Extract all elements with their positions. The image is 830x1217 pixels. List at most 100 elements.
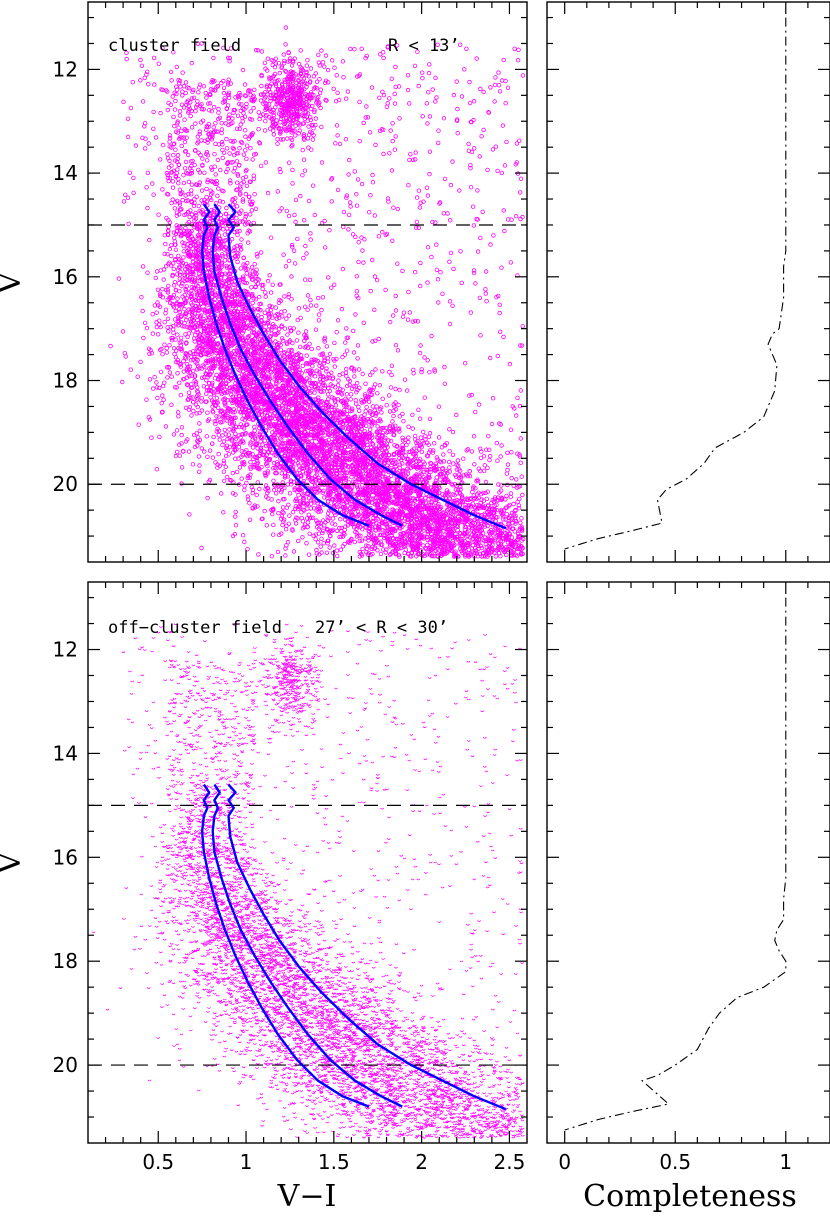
star-point	[204, 434, 209, 439]
star-point	[390, 138, 395, 144]
star-point	[370, 370, 375, 375]
star-point	[177, 453, 182, 458]
star-point	[262, 508, 267, 514]
star-point	[249, 208, 255, 213]
star-point	[203, 90, 208, 96]
star-point	[174, 272, 180, 277]
star-point	[156, 212, 161, 217]
star-point	[447, 299, 453, 304]
star-point	[284, 505, 290, 510]
star-point	[332, 543, 337, 548]
star-point	[519, 474, 524, 479]
star-point	[199, 188, 205, 193]
star-point	[355, 343, 361, 348]
star-point	[182, 228, 187, 234]
star-point	[159, 401, 164, 406]
star-point	[144, 185, 149, 190]
star-point	[313, 537, 318, 542]
star-point	[130, 79, 135, 85]
star-point	[181, 180, 187, 186]
star-point	[179, 432, 184, 438]
star-point	[499, 443, 504, 448]
star-point	[503, 517, 508, 522]
star-point	[364, 104, 369, 109]
star-point	[352, 169, 357, 174]
star-point	[447, 259, 452, 264]
star-point	[436, 128, 441, 133]
star-point	[467, 473, 473, 479]
star-point	[234, 180, 240, 185]
star-point	[342, 352, 348, 357]
star-point	[250, 300, 255, 306]
star-point	[495, 458, 500, 463]
star-point	[368, 372, 373, 378]
star-point	[181, 369, 186, 374]
star-point	[357, 408, 362, 413]
star-point	[448, 250, 454, 256]
star-point	[222, 258, 228, 263]
star-point	[341, 209, 347, 215]
star-point	[263, 160, 269, 165]
star-point	[336, 378, 341, 383]
star-point	[347, 157, 352, 163]
star-point	[483, 287, 488, 292]
star-point	[387, 96, 392, 101]
star-point	[298, 48, 303, 53]
star-point	[195, 404, 200, 410]
star-point	[505, 467, 510, 473]
star-point	[327, 227, 332, 233]
star-point	[363, 56, 368, 61]
star-point	[270, 282, 275, 287]
star-point	[372, 307, 377, 312]
star-point	[197, 421, 202, 426]
star-point	[514, 141, 520, 146]
star-point	[414, 219, 420, 225]
star-point	[214, 395, 220, 401]
star-point	[513, 213, 519, 219]
star-point	[383, 287, 388, 293]
star-point	[497, 302, 502, 307]
star-point	[436, 140, 441, 146]
star-point	[418, 442, 423, 448]
star-point	[204, 158, 210, 163]
star-point	[220, 442, 225, 448]
star-point	[201, 83, 207, 89]
star-point	[340, 266, 346, 272]
star-point	[245, 260, 250, 266]
star-point	[348, 204, 353, 209]
star-point	[191, 408, 196, 414]
star-point	[160, 46, 165, 51]
star-point	[511, 501, 516, 507]
star-point	[430, 87, 435, 92]
star-point	[421, 543, 426, 548]
star-point	[393, 343, 399, 348]
star-point	[172, 123, 177, 129]
star-point	[256, 110, 261, 115]
star-point	[422, 355, 427, 360]
star-point	[334, 123, 340, 128]
star-point	[154, 324, 160, 330]
star-point	[189, 125, 195, 130]
star-point	[495, 168, 500, 174]
star-point	[275, 189, 280, 194]
star-point	[146, 81, 151, 87]
star-point	[334, 73, 339, 78]
star-point	[323, 53, 329, 58]
star-point	[273, 491, 279, 496]
star-point	[140, 308, 145, 314]
star-point	[242, 82, 248, 87]
star-point	[301, 157, 307, 162]
star-point	[252, 505, 258, 510]
star-point	[318, 544, 323, 549]
star-point	[179, 425, 185, 430]
star-point	[352, 539, 358, 545]
star-point	[220, 142, 225, 147]
star-point	[296, 306, 302, 311]
star-point	[313, 484, 318, 489]
star-point	[163, 307, 169, 312]
star-point	[160, 287, 165, 292]
star-point	[307, 531, 312, 536]
star-point	[212, 151, 217, 157]
star-point	[169, 78, 174, 83]
star-point	[215, 193, 220, 198]
